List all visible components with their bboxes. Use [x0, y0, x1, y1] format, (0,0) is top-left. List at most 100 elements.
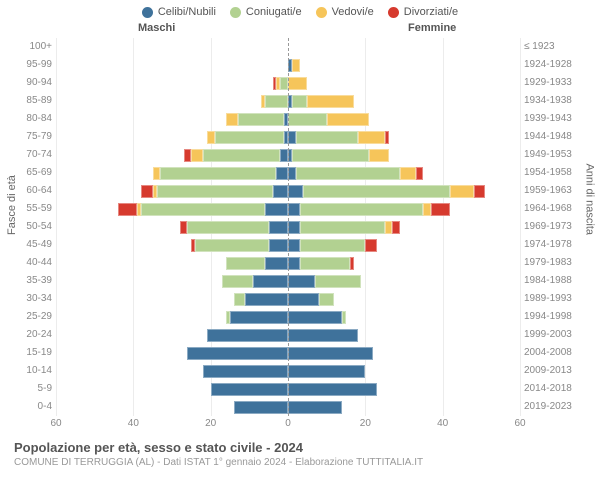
female-half: [288, 218, 520, 236]
birth-label: 1964-1968: [524, 200, 592, 218]
age-label: 20-24: [8, 326, 52, 344]
female-half: [288, 326, 520, 344]
population-pyramid-chart: Celibi/NubiliConiugati/eVedovi/eDivorzia…: [0, 0, 600, 500]
age-label: 15-19: [8, 344, 52, 362]
bar-seg: [288, 257, 300, 270]
birth-label: 1974-1978: [524, 236, 592, 254]
bar-seg: [195, 239, 268, 252]
birth-label: 2004-2008: [524, 344, 592, 362]
bar-seg: [423, 203, 431, 216]
bar-seg: [288, 329, 358, 342]
male-label: Maschi: [138, 22, 175, 34]
bar-seg: [292, 59, 300, 72]
chart-title: Popolazione per età, sesso e stato civil…: [14, 440, 592, 455]
legend-label: Celibi/Nubili: [158, 6, 216, 18]
female-half: [288, 164, 520, 182]
female-half: [288, 74, 520, 92]
female-half: [288, 128, 520, 146]
bar-seg: [226, 113, 238, 126]
bar-seg: [288, 347, 373, 360]
age-label: 0-4: [8, 398, 52, 416]
male-half: [56, 326, 288, 344]
male-half: [56, 398, 288, 416]
male-half: [56, 344, 288, 362]
bar-seg: [300, 203, 424, 216]
bar-seg: [184, 149, 192, 162]
bar-seg: [187, 347, 288, 360]
bar-seg: [300, 221, 385, 234]
birth-label: 1994-1998: [524, 308, 592, 326]
bar-seg: [153, 167, 161, 180]
male-half: [56, 128, 288, 146]
female-label: Femmine: [408, 22, 456, 34]
bar-seg: [273, 185, 288, 198]
x-tick: 20: [360, 418, 371, 429]
male-half: [56, 56, 288, 74]
female-half: [288, 182, 520, 200]
bar-seg: [400, 167, 415, 180]
bar-seg: [234, 293, 246, 306]
bar-seg: [296, 131, 358, 144]
male-half: [56, 290, 288, 308]
plot-area: 100+≤ 192395-991924-192890-941929-193385…: [56, 38, 520, 416]
male-half: [56, 92, 288, 110]
age-label: 55-59: [8, 200, 52, 218]
bar-seg: [369, 149, 388, 162]
bar-seg: [180, 221, 188, 234]
female-half: [288, 308, 520, 326]
legend-item: Vedovi/e: [316, 6, 374, 18]
bar-seg: [245, 293, 288, 306]
birth-label: 1924-1928: [524, 56, 592, 74]
bar-seg: [141, 185, 153, 198]
bar-seg: [450, 185, 473, 198]
bar-seg: [288, 365, 365, 378]
bar-seg: [288, 131, 296, 144]
bar-seg: [160, 167, 276, 180]
x-tick: 60: [514, 418, 525, 429]
female-half: [288, 380, 520, 398]
age-label: 10-14: [8, 362, 52, 380]
bar-seg: [288, 185, 303, 198]
bar-seg: [416, 167, 424, 180]
bar-seg: [118, 203, 137, 216]
bar-seg: [234, 401, 288, 414]
bar-seg: [280, 149, 288, 162]
bar-seg: [288, 203, 300, 216]
center-line: [288, 38, 289, 416]
bar-seg: [385, 131, 389, 144]
birth-label: 1949-1953: [524, 146, 592, 164]
legend-item: Celibi/Nubili: [142, 6, 216, 18]
male-half: [56, 182, 288, 200]
age-label: 65-69: [8, 164, 52, 182]
bar-seg: [288, 311, 342, 324]
age-label: 5-9: [8, 380, 52, 398]
age-label: 60-64: [8, 182, 52, 200]
bar-seg: [269, 239, 288, 252]
bar-seg: [276, 167, 288, 180]
bar-seg: [203, 365, 288, 378]
male-half: [56, 218, 288, 236]
bar-seg: [431, 203, 450, 216]
female-half: [288, 200, 520, 218]
bar-seg: [265, 257, 288, 270]
bar-seg: [288, 383, 377, 396]
bar-seg: [288, 221, 300, 234]
male-half: [56, 164, 288, 182]
bar-seg: [280, 77, 288, 90]
chart-subtitle: COMUNE DI TERRUGGIA (AL) - Dati ISTAT 1°…: [14, 457, 592, 468]
bar-seg: [187, 221, 268, 234]
bar-seg: [265, 95, 288, 108]
bar-seg: [300, 239, 366, 252]
bar-seg: [296, 167, 400, 180]
birth-label: 1944-1948: [524, 128, 592, 146]
bar-seg: [288, 77, 307, 90]
female-half: [288, 92, 520, 110]
gender-labels: Maschi Femmine: [8, 22, 592, 38]
female-half: [288, 362, 520, 380]
legend-label: Vedovi/e: [332, 6, 374, 18]
female-half: [288, 254, 520, 272]
bar-seg: [207, 329, 288, 342]
bar-seg: [253, 275, 288, 288]
female-half: [288, 56, 520, 74]
bar-seg: [230, 311, 288, 324]
